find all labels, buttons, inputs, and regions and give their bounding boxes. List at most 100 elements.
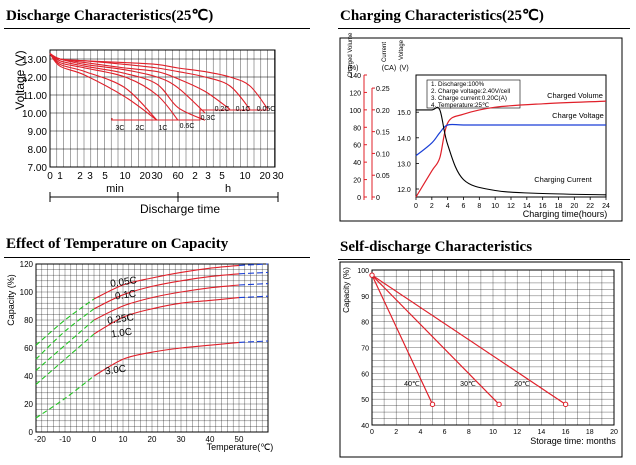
x-tick-label: 20 bbox=[148, 435, 157, 444]
low-temp-curve-0.05C bbox=[35, 298, 95, 346]
y-tick-label: 11.00 bbox=[23, 91, 48, 102]
x-tick-label: 2 bbox=[192, 171, 198, 182]
x-tick-label: -20 bbox=[34, 435, 46, 444]
discharge-title: Discharge Characteristics(25℃) bbox=[6, 8, 214, 24]
x-tick-label: 10 bbox=[239, 171, 251, 182]
x-tick-label: 8 bbox=[467, 429, 471, 436]
note-line: 1. Discharge:100% bbox=[431, 81, 485, 88]
y-tick-label: 70 bbox=[361, 346, 369, 353]
charging-chart: Charged Volume(%)Current(CA)Voltage(V)14… bbox=[339, 32, 623, 222]
mid-temp-curve-1.0C bbox=[93, 297, 240, 335]
self-discharge-line-20℃ bbox=[371, 274, 566, 405]
x-tick-label: 30 bbox=[272, 171, 284, 182]
rate-label: 3.0C bbox=[104, 364, 126, 378]
x-tick-label: 2 bbox=[77, 171, 83, 182]
rate-label: 0.2C bbox=[215, 106, 230, 113]
charging-title: Charging Characteristics(25℃) bbox=[340, 8, 544, 24]
x-axis-label: Storage time: months bbox=[530, 436, 616, 446]
rate-label: 2C bbox=[136, 125, 145, 132]
x-tick-label: 24 bbox=[602, 203, 610, 210]
y-tick-label: 8.00 bbox=[28, 145, 48, 156]
note-line: 2. Charge voltage:2.40V/cell bbox=[431, 88, 510, 95]
y-tick-label: 120 bbox=[20, 260, 34, 269]
x-tick-label: 0 bbox=[414, 203, 418, 210]
low-temp-curve-0.25C bbox=[35, 319, 95, 371]
x-tick-label: 0 bbox=[47, 171, 53, 182]
x-tick-label: 1 bbox=[57, 171, 63, 182]
volume-tick: 140 bbox=[349, 73, 361, 80]
rate-label: 0.1C bbox=[114, 289, 136, 303]
current-tick: 0.20 bbox=[376, 108, 390, 115]
selfdischarge-title: Self-discharge Characteristics bbox=[340, 239, 533, 255]
volume-tick: 80 bbox=[353, 125, 361, 132]
y-tick-label: 60 bbox=[24, 344, 33, 353]
note-line: 4. Temperature:25℃ bbox=[431, 102, 489, 109]
origin-marker bbox=[369, 272, 375, 278]
voltage-tick: 12.0 bbox=[397, 187, 411, 194]
discharge-curve-0.6C bbox=[49, 53, 206, 121]
y-axis-label: Capacity (%) bbox=[342, 267, 351, 313]
current-tick: 0.10 bbox=[376, 151, 390, 158]
x-tick-label: 10 bbox=[119, 435, 128, 444]
y-tick-label: 20 bbox=[24, 400, 33, 409]
y-tick-label: 7.00 bbox=[28, 163, 48, 174]
rate-label: 0.05C bbox=[257, 106, 276, 113]
x-tick-label: 12 bbox=[507, 203, 515, 210]
end-marker bbox=[562, 401, 569, 408]
low-temp-curve-3.0C bbox=[35, 375, 95, 419]
y-tick-label: 9.00 bbox=[28, 127, 48, 138]
end-marker bbox=[496, 401, 502, 408]
y-tick-label: 40 bbox=[24, 372, 33, 381]
temp-label: 20℃ bbox=[514, 381, 530, 388]
volume-tick: 20 bbox=[353, 178, 361, 185]
volume-tick: 120 bbox=[349, 90, 361, 97]
x-tick-label: 2 bbox=[394, 429, 398, 436]
x-tick-label: 0 bbox=[92, 435, 97, 444]
charge-voltage-curve bbox=[415, 123, 606, 157]
high-temp-curve-1.0C bbox=[238, 295, 269, 299]
y-tick-label: 10.00 bbox=[22, 109, 47, 120]
rate-label: 1.0C bbox=[110, 327, 132, 341]
x-tick-label: 16 bbox=[539, 203, 547, 210]
y-tick-label: 50 bbox=[361, 397, 369, 404]
y-tick-label: 100 bbox=[20, 288, 34, 297]
x-tick-label: 20 bbox=[570, 203, 578, 210]
x-tick-label: 14 bbox=[538, 429, 546, 436]
y-tick-label: 80 bbox=[361, 320, 369, 327]
rate-label: 0.25C bbox=[107, 312, 135, 327]
volume-series-label: Charged Volume bbox=[547, 91, 603, 100]
current-header: Current bbox=[382, 42, 388, 62]
y-tick-label: 40 bbox=[361, 423, 369, 430]
mid-temp-curve-0.25C bbox=[93, 284, 240, 321]
volume-tick: 100 bbox=[349, 108, 361, 115]
x-axis-label: Discharge time bbox=[140, 202, 220, 216]
temp-label: 40℃ bbox=[404, 381, 420, 388]
unit-min: min bbox=[106, 183, 124, 195]
x-tick-label: 2 bbox=[430, 203, 434, 210]
x-tick-label: 5 bbox=[102, 171, 108, 182]
rate-label: 3C bbox=[116, 125, 125, 132]
volume-tick: 60 bbox=[353, 143, 361, 150]
x-tick-label: 20 bbox=[610, 429, 618, 436]
rate-label: 0.3C bbox=[201, 115, 216, 122]
temperature-title-rule bbox=[4, 257, 310, 258]
mid-temp-curve-3.0C bbox=[93, 341, 240, 377]
self-discharge-line-40℃ bbox=[371, 274, 434, 405]
x-tick-label: 30 bbox=[177, 435, 186, 444]
current-tick: 0.15 bbox=[376, 130, 390, 137]
voltage-tick: 14.0 bbox=[397, 136, 411, 143]
high-temp-curve-3.0C bbox=[238, 340, 269, 343]
chart-border bbox=[339, 37, 623, 222]
x-tick-label: 4 bbox=[418, 429, 422, 436]
current-series-label: Charging Current bbox=[534, 175, 592, 184]
x-tick-label: 3 bbox=[205, 171, 211, 182]
discharge-curve-3C bbox=[49, 53, 158, 121]
voltage-tick: 15.0 bbox=[397, 110, 411, 117]
chart-border bbox=[339, 261, 623, 458]
rate-label: 0.6C bbox=[180, 123, 195, 130]
y-tick-label: 12.00 bbox=[22, 73, 47, 84]
volume-header: Charged Volume bbox=[348, 32, 354, 77]
x-axis-label: Temperature(℃) bbox=[207, 442, 274, 452]
y-tick-label: 60 bbox=[361, 371, 369, 378]
x-tick-label: 12 bbox=[513, 429, 521, 436]
